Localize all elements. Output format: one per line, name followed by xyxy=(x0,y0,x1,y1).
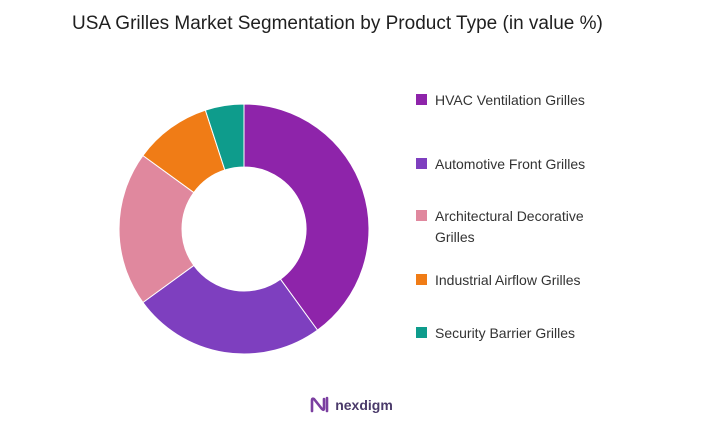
legend-item-architectural: Architectural Decorative Grilles xyxy=(416,206,625,248)
legend-swatch xyxy=(416,158,427,169)
brand-name: nexdigm xyxy=(335,397,393,413)
nexdigm-logo-icon xyxy=(310,396,329,413)
donut-slice-security-barrier-grilles xyxy=(204,103,245,171)
legend-item-security: Security Barrier Grilles xyxy=(416,323,625,344)
donut-slice-automotive-front-grilles xyxy=(142,264,319,355)
donut-slice-architectural-decorative-grilles xyxy=(118,154,195,304)
chart-title: USA Grilles Market Segmentation by Produ… xyxy=(72,13,603,34)
legend-swatch xyxy=(416,210,427,221)
donut-slice-hvac-ventilation-grilles xyxy=(243,103,370,331)
legend-swatch xyxy=(416,94,427,105)
legend-label: Architectural Decorative Grilles xyxy=(435,208,584,245)
legend-item-industrial: Industrial Airflow Grilles xyxy=(416,270,625,291)
legend-swatch xyxy=(416,327,427,338)
legend-item-hvac: HVAC Ventilation Grilles xyxy=(416,90,625,111)
legend-label: Security Barrier Grilles xyxy=(435,325,576,341)
legend-label: Industrial Airflow Grilles xyxy=(435,272,581,288)
brand-logo: nexdigm xyxy=(0,396,703,414)
legend-label: HVAC Ventilation Grilles xyxy=(435,92,585,108)
legend-label: Automotive Front Grilles xyxy=(435,156,586,172)
legend-swatch xyxy=(416,274,427,285)
legend-item-automotive: Automotive Front Grilles xyxy=(416,154,625,175)
